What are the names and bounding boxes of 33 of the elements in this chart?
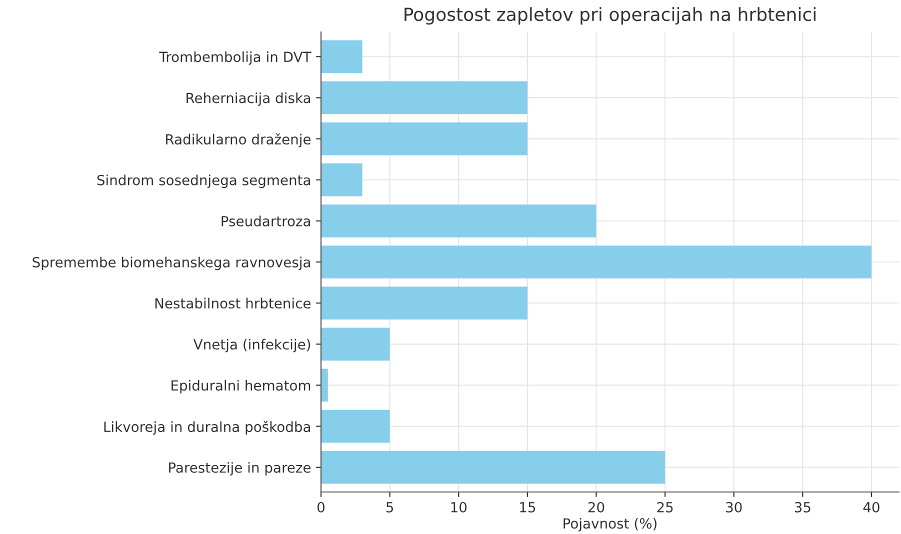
x-tick-label: 35	[794, 502, 810, 512]
bar	[321, 81, 528, 114]
x-tick-label: 40	[863, 502, 880, 512]
bar	[321, 122, 528, 156]
bar	[321, 368, 328, 402]
bar	[321, 204, 596, 238]
x-tick-label: 10	[451, 502, 467, 512]
bar	[321, 450, 666, 484]
y-tick-label: Spremembe biomehanskega ravnovesja	[32, 256, 310, 270]
chart-title: Pogostost zapletov pri operacijah na hrbtenici	[404, 7, 816, 25]
y-tick-label: Likvoreja in duralna poškodba	[104, 420, 310, 435]
x-tick-label: 5	[386, 502, 394, 512]
bar	[321, 246, 872, 278]
x-tick-label: 0	[317, 502, 324, 512]
x-tick-label: 25	[657, 502, 673, 512]
y-tick-label: Vnetja (infekcije)	[193, 338, 310, 352]
y-tick-label: Pseudartroza	[222, 216, 310, 226]
y-tick-label: Nestabilnost hrbtenice	[155, 298, 311, 309]
x-tick-label: 20	[588, 502, 604, 512]
y-tick-label: Radikularno draženje	[166, 133, 311, 148]
y-tick-label: Trombembolija in DVT	[159, 51, 312, 65]
x-tick-label: 30	[726, 502, 742, 512]
bar	[321, 410, 390, 443]
y-tick-label: Sindrom sosednjega segmenta	[97, 174, 310, 188]
bar	[321, 163, 362, 196]
y-tick-label: Reherniacija diska	[186, 92, 310, 106]
bar	[321, 328, 390, 361]
x-axis-title: Pojavnost (%)	[564, 518, 656, 532]
y-tick-label: Epiduralni hematom	[172, 380, 310, 394]
x-tick-label: 15	[520, 502, 536, 512]
y-tick-label: Parestezije in pareze	[169, 462, 311, 476]
bar	[321, 40, 362, 74]
bar	[321, 286, 528, 320]
